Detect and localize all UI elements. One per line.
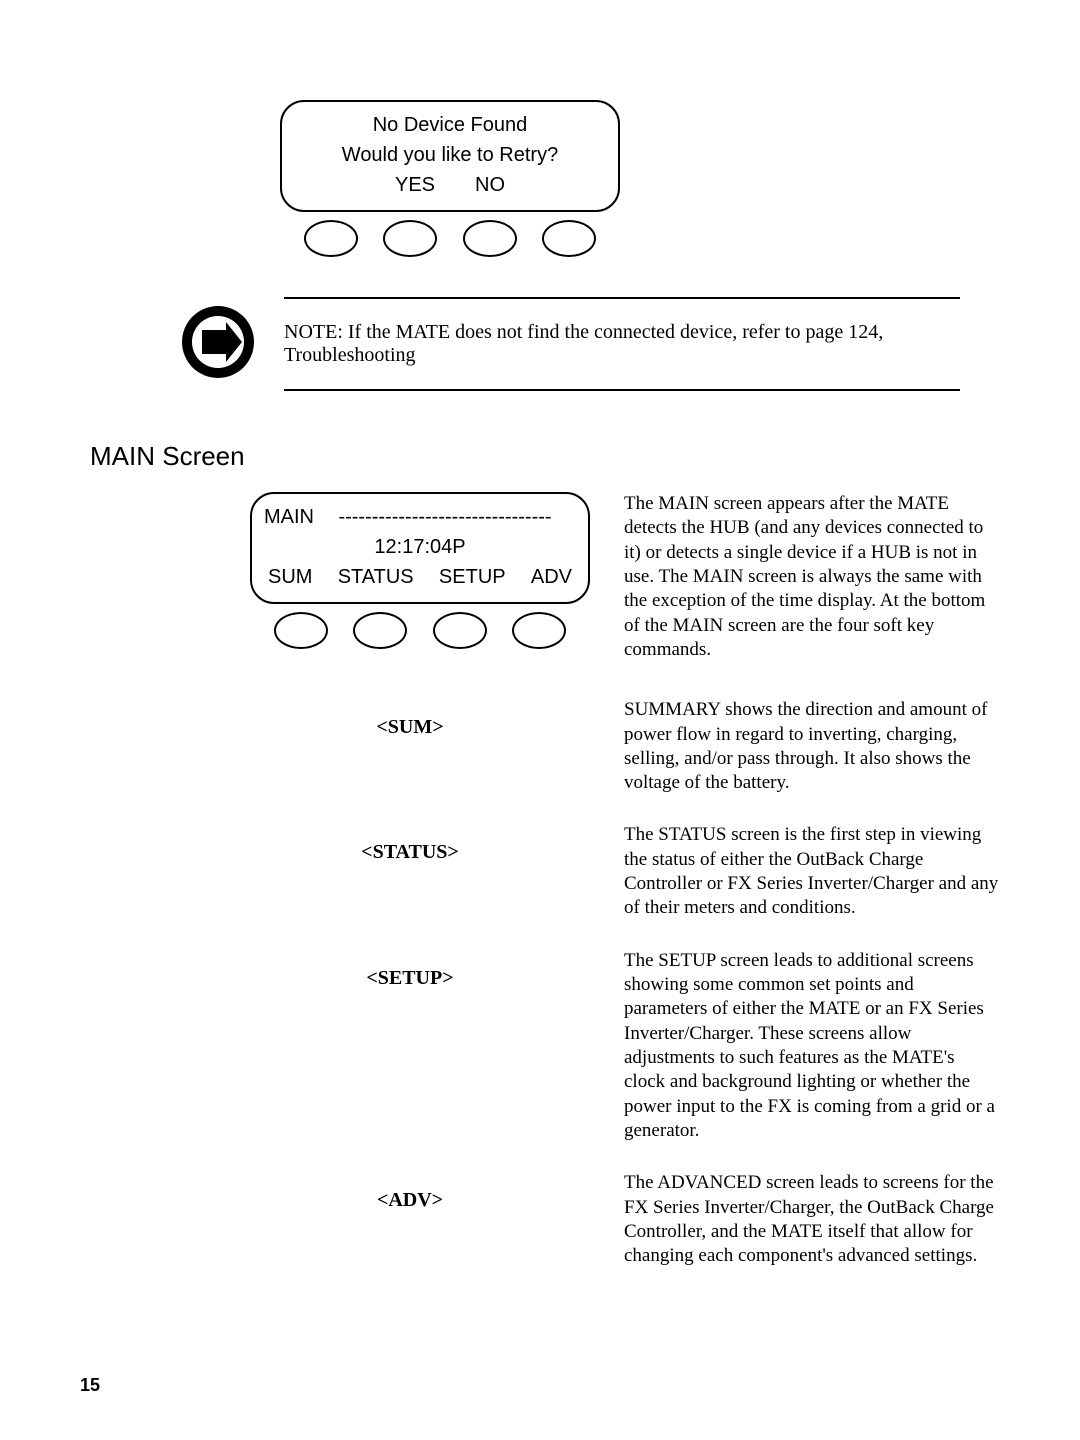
main-lcd-button-row [250,604,590,649]
retry-device-block: No Device Found Would you like to Retry?… [280,100,1000,257]
softkey-label-status: STATUS [338,562,414,592]
main-dashes: -------------------------------- [314,502,576,532]
lcd-button-row [280,212,620,257]
note-text: NOTE: If the MATE does not find the conn… [284,297,960,391]
no-option: NO [475,170,505,200]
softkey-button-setup [433,612,487,649]
softkey-label-adv: ADV [531,562,572,592]
adv-label: <ADV> [240,1171,600,1268]
setup-label: <SETUP> [240,949,600,1144]
softkey-label-sum: SUM [268,562,312,592]
softkey-button-status [353,612,407,649]
sum-label: <SUM> [240,698,600,795]
softkey-button-sum [274,612,328,649]
main-lcd: MAIN-------------------------------- 12:… [250,492,590,604]
softkey-button-4 [542,220,596,257]
page-number: 15 [80,1375,100,1396]
softkey-button-adv [512,612,566,649]
note-arrow-icon [180,304,256,385]
softkey-label-setup: SETUP [439,562,506,592]
status-text: The STATUS screen is the first step in v… [600,823,1000,920]
main-paragraph: The MAIN screen appears after the MATE d… [600,492,1000,662]
softkey-button-3 [463,220,517,257]
lcd-line-1: No Device Found [294,110,606,140]
softkey-button-2 [383,220,437,257]
main-prefix: MAIN [264,502,314,532]
status-label: <STATUS> [240,823,600,920]
setup-text: The SETUP screen leads to additional scr… [600,949,1000,1144]
section-heading: MAIN Screen [90,441,1000,472]
main-time: 12:17:04P [264,532,576,562]
sum-text: SUMMARY shows the direction and amount o… [600,698,1000,795]
retry-lcd: No Device Found Would you like to Retry?… [280,100,620,212]
softkey-button-1 [304,220,358,257]
main-lcd-block: MAIN-------------------------------- 12:… [240,492,600,662]
yes-option: YES [395,170,435,200]
lcd-line-2: Would you like to Retry? [294,140,606,170]
note-block: NOTE: If the MATE does not find the conn… [180,297,960,391]
adv-text: The ADVANCED screen leads to screens for… [600,1171,1000,1268]
